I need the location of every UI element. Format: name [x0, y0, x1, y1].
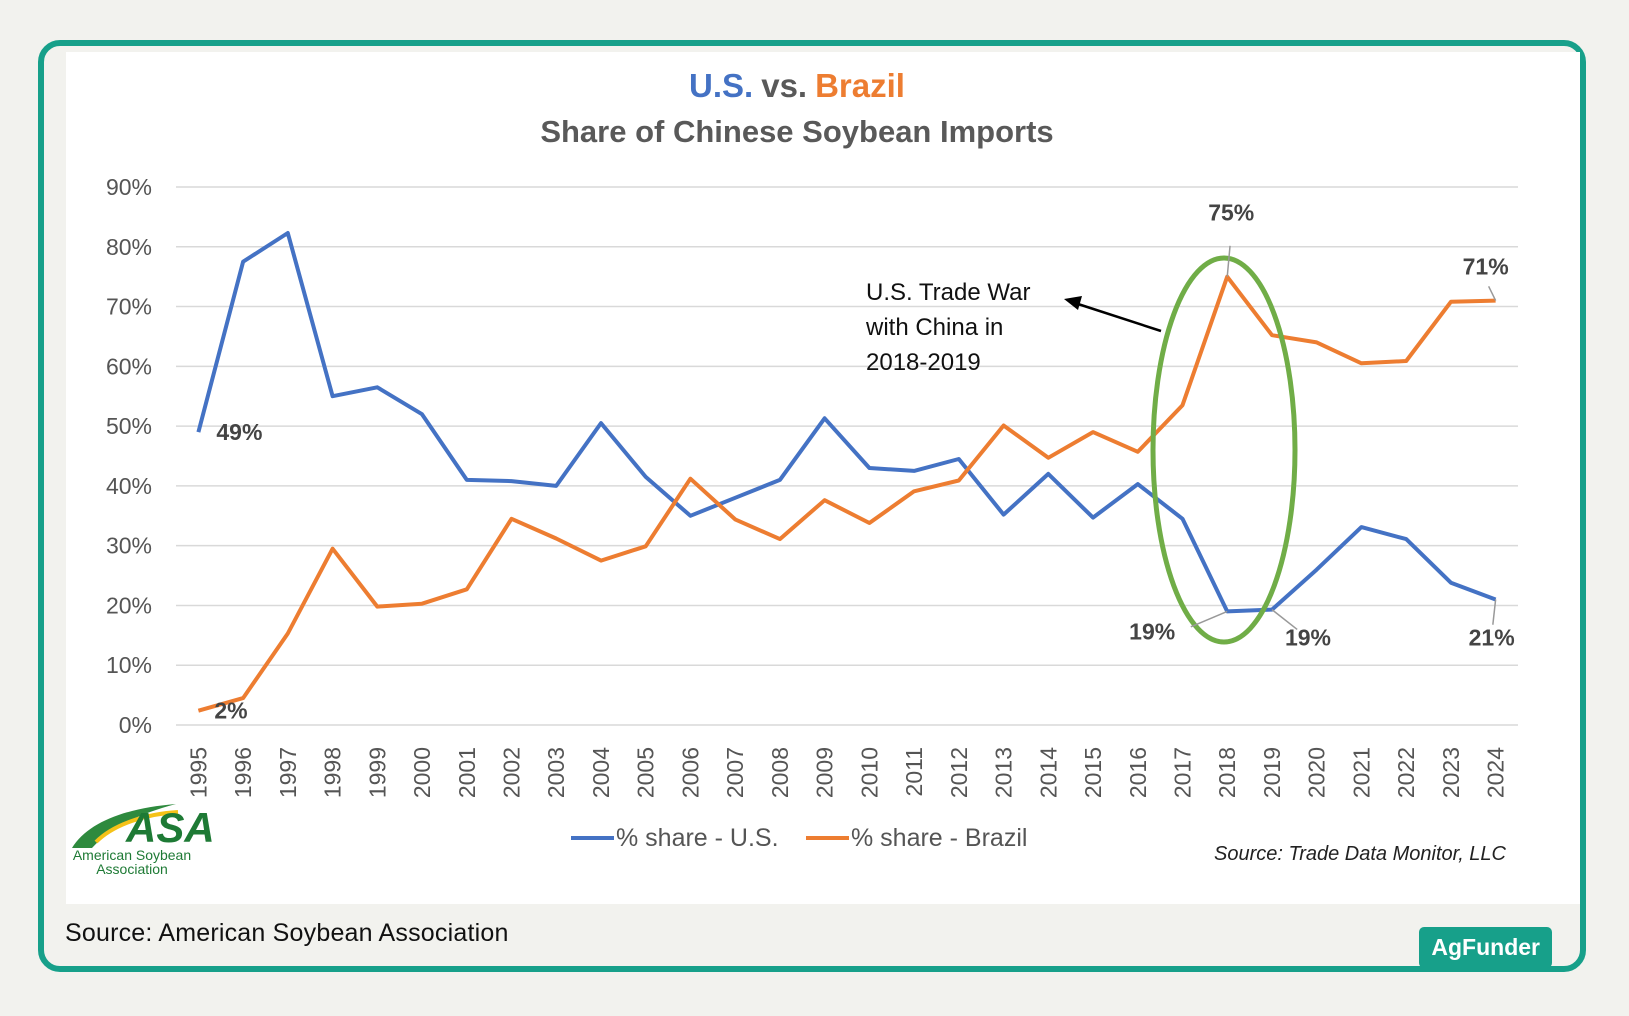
y-tick-label: 20% — [106, 592, 152, 618]
asa-logo-mark: ASA — [125, 804, 215, 851]
title-brazil: Brazil — [815, 67, 905, 104]
x-tick-label: 2008 — [767, 747, 793, 798]
y-tick-label: 60% — [106, 353, 152, 379]
data-label-leader — [1190, 610, 1228, 628]
y-tick-label: 70% — [106, 294, 152, 320]
x-tick-label: 1998 — [320, 747, 346, 798]
annotation-arrow-line — [1077, 302, 1162, 333]
legend-brazil-label: % share - Brazil — [851, 824, 1027, 852]
annotation-line-3: 2018-2019 — [866, 349, 981, 376]
y-axis-ticks: 0% 10% 20% 30% 40% 50% 60% 70% 80% 90% — [106, 174, 152, 738]
chart-frame: U.S. vs. Brazil Share of Chinese Soybean I… — [66, 52, 1580, 904]
asa-logo-swoosh-icon — [72, 804, 176, 848]
x-tick-label: 2015 — [1080, 747, 1106, 798]
title-vs: vs. — [761, 67, 807, 104]
data-labels: 49% 2% 75% 19% 19% 71% 21% — [214, 200, 1514, 724]
soybean-share-chart: U.S. vs. Brazil Share of Chinese Soybean I… — [72, 67, 1518, 877]
x-tick-label: 1995 — [185, 747, 211, 798]
data-label: 21% — [1469, 624, 1515, 650]
x-tick-label: 2005 — [633, 747, 659, 798]
y-tick-label: 50% — [106, 413, 152, 439]
asa-logo-accent-icon — [94, 810, 179, 844]
x-tick-label: 2001 — [454, 747, 480, 798]
chart-title: U.S. vs. Brazil — [689, 67, 905, 104]
y-tick-label: 0% — [119, 712, 152, 738]
x-tick-label: 2019 — [1259, 747, 1285, 798]
x-tick-label: 2000 — [409, 747, 435, 798]
asa-logo: ASA American Soybean Association — [72, 804, 215, 877]
data-label: 75% — [1208, 200, 1254, 226]
y-tick-label: 40% — [106, 473, 152, 499]
y-tick-label: 30% — [106, 533, 152, 559]
asa-logo-line-1: American Soybean — [73, 847, 191, 863]
data-label: 71% — [1463, 254, 1509, 280]
image-caption: Source: American Soybean Association — [65, 919, 509, 947]
x-tick-label: 2023 — [1438, 747, 1464, 798]
agfunder-badge[interactable]: AgFunder — [1419, 927, 1552, 968]
x-tick-label: 2013 — [991, 747, 1017, 798]
y-tick-label: 90% — [106, 174, 152, 200]
x-tick-label: 2018 — [1214, 747, 1240, 798]
x-tick-label: 2003 — [543, 747, 569, 798]
x-tick-label: 2007 — [722, 747, 748, 798]
article-image-card: U.S. vs. Brazil Share of Chinese Soybean I… — [38, 40, 1586, 972]
source-note: Source: Trade Data Monitor, LLC — [1214, 843, 1507, 865]
title-us: U.S. — [689, 67, 753, 104]
x-tick-label: 2022 — [1393, 747, 1419, 798]
x-tick-label: 2020 — [1304, 747, 1330, 798]
asa-logo-line-2: Association — [96, 861, 168, 877]
legend-us-label: % share - U.S. — [616, 824, 779, 852]
data-label: 2% — [214, 698, 247, 724]
x-tick-label: 2009 — [812, 747, 838, 798]
data-label-leader — [1487, 285, 1497, 301]
x-tick-label: 2004 — [588, 747, 614, 798]
data-label: 49% — [216, 419, 262, 445]
y-tick-label: 80% — [106, 234, 152, 260]
x-tick-label: 1997 — [275, 747, 301, 798]
x-tick-label: 2012 — [946, 747, 972, 798]
data-label: 19% — [1129, 618, 1175, 644]
x-tick-label: 2024 — [1483, 747, 1509, 798]
x-tick-label: 2006 — [677, 747, 703, 798]
x-tick-label: 2021 — [1348, 747, 1374, 798]
annotation-line-2: with China in — [865, 314, 1003, 341]
series-line-us — [196, 231, 1497, 614]
x-tick-label: 2014 — [1035, 747, 1061, 798]
x-tick-label: 2002 — [499, 747, 525, 798]
x-axis-ticks: 1995 1996 1997 1998 1999 2000 2001 2002 2003 2004… — [185, 747, 1508, 798]
data-label-leader — [1226, 245, 1231, 277]
x-tick-label: 2010 — [856, 747, 882, 798]
data-label-leader — [1271, 609, 1298, 631]
x-tick-label: 2011 — [901, 747, 927, 796]
x-tick-label: 1999 — [364, 747, 390, 798]
data-label-leader — [1492, 599, 1497, 625]
x-tick-label: 2017 — [1170, 747, 1196, 798]
x-tick-label: 1996 — [230, 747, 256, 798]
annotation-arrow-head — [1064, 296, 1082, 310]
annotation-line-1: U.S. Trade War — [866, 279, 1030, 306]
chart-subtitle: Share of Chinese Soybean Imports — [540, 114, 1053, 149]
y-tick-label: 10% — [106, 652, 152, 678]
trade-war-highlight-ellipse — [1150, 255, 1298, 645]
x-tick-label: 2016 — [1125, 747, 1151, 798]
data-label: 19% — [1285, 625, 1331, 651]
